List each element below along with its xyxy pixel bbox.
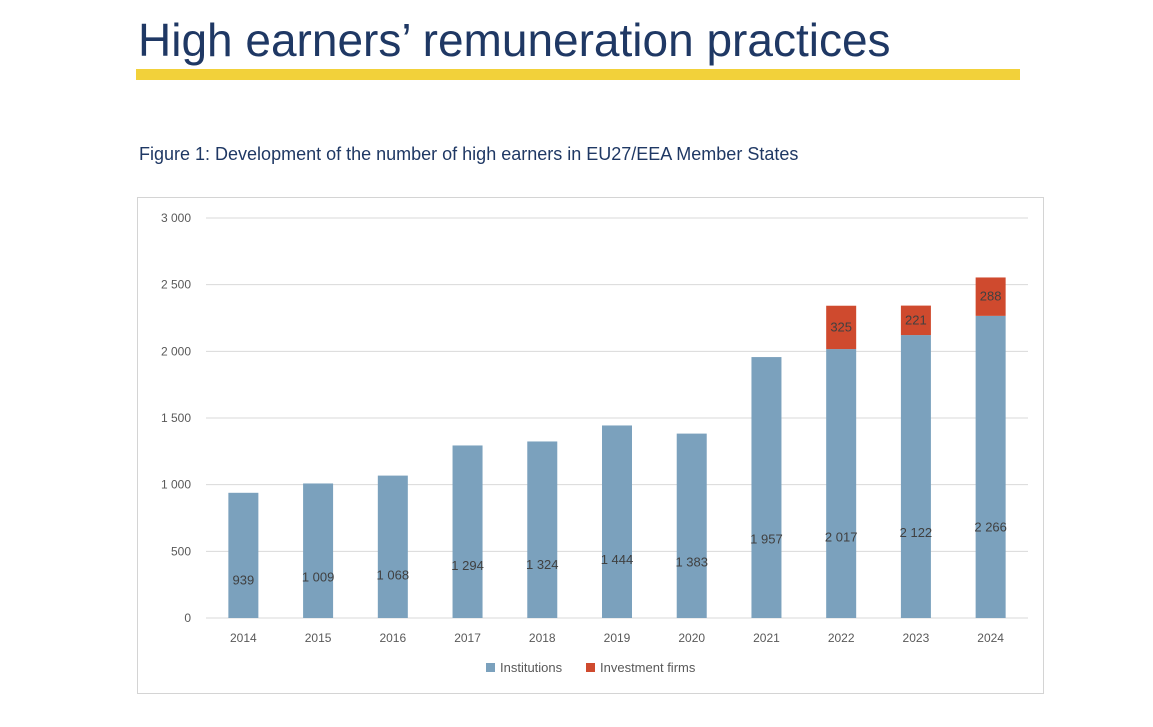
data-label-institutions: 1 957 bbox=[750, 532, 783, 547]
data-label-institutions: 1 009 bbox=[302, 570, 335, 585]
bar-institutions bbox=[826, 349, 857, 618]
bar-investment-firms bbox=[900, 305, 931, 336]
x-tick-label: 2022 bbox=[828, 631, 855, 645]
y-tick-label: 2 500 bbox=[161, 278, 191, 292]
data-label-institutions: 1 068 bbox=[377, 567, 410, 582]
title-underline bbox=[136, 69, 1020, 80]
data-label-institutions: 2 017 bbox=[825, 529, 858, 544]
y-tick-label: 1 500 bbox=[161, 411, 191, 425]
x-tick-label: 2019 bbox=[604, 631, 631, 645]
legend-swatch-investment-firms bbox=[586, 663, 595, 672]
x-tick-label: 2016 bbox=[379, 631, 406, 645]
x-tick-label: 2017 bbox=[454, 631, 481, 645]
x-tick-label: 2024 bbox=[977, 631, 1004, 645]
chart-frame: 0 500 1 000 1 500 2 000 2 500 3 000 939 2014 1 00… bbox=[137, 197, 1044, 694]
stacked-bar-chart: 0 500 1 000 1 500 2 000 2 500 3 000 939 2014 1 00… bbox=[161, 211, 1028, 675]
y-tick-label: 500 bbox=[171, 544, 191, 558]
legend-swatch-institutions bbox=[486, 663, 495, 672]
data-label-institutions: 2 122 bbox=[900, 525, 933, 540]
data-label-institutions: 2 266 bbox=[974, 519, 1007, 534]
data-label-investment-firms: 221 bbox=[905, 312, 927, 327]
legend-label-institutions: Institutions bbox=[500, 660, 563, 675]
y-tick-label: 3 000 bbox=[161, 211, 191, 225]
bar-institutions bbox=[900, 335, 931, 618]
bar-institutions bbox=[303, 483, 334, 618]
x-tick-label: 2020 bbox=[678, 631, 705, 645]
figure-caption: Figure 1: Development of the number of h… bbox=[139, 144, 799, 164]
data-label-investment-firms: 325 bbox=[830, 319, 852, 334]
data-label-institutions: 1 294 bbox=[451, 558, 484, 573]
x-tick-label: 2023 bbox=[903, 631, 930, 645]
x-tick-label: 2018 bbox=[529, 631, 556, 645]
y-tick-label: 0 bbox=[184, 611, 191, 625]
bar-investment-firms bbox=[826, 305, 857, 350]
bar-institutions bbox=[377, 475, 408, 618]
bar-institutions bbox=[975, 315, 1006, 618]
data-label-institutions: 939 bbox=[233, 572, 255, 587]
bar-institutions bbox=[452, 445, 483, 618]
data-label-institutions: 1 444 bbox=[601, 552, 634, 567]
x-tick-label: 2015 bbox=[305, 631, 332, 645]
x-tick-label: 2021 bbox=[753, 631, 780, 645]
legend-label-investment-firms: Investment firms bbox=[600, 660, 696, 675]
bar-investment-firms bbox=[975, 277, 1006, 316]
bar-institutions bbox=[751, 357, 782, 618]
data-label-institutions: 1 383 bbox=[675, 555, 708, 570]
bar-institutions bbox=[602, 425, 632, 618]
bar-institutions bbox=[527, 441, 558, 618]
data-label-institutions: 1 324 bbox=[526, 557, 559, 572]
y-tick-label: 1 000 bbox=[161, 478, 191, 492]
data-label-investment-firms: 288 bbox=[980, 289, 1002, 304]
page-title: High earners’ remuneration practices bbox=[138, 14, 891, 66]
bar-institutions bbox=[228, 492, 259, 618]
y-tick-label: 2 000 bbox=[161, 344, 191, 358]
x-tick-label: 2014 bbox=[230, 631, 257, 645]
bar-institutions bbox=[676, 433, 707, 618]
